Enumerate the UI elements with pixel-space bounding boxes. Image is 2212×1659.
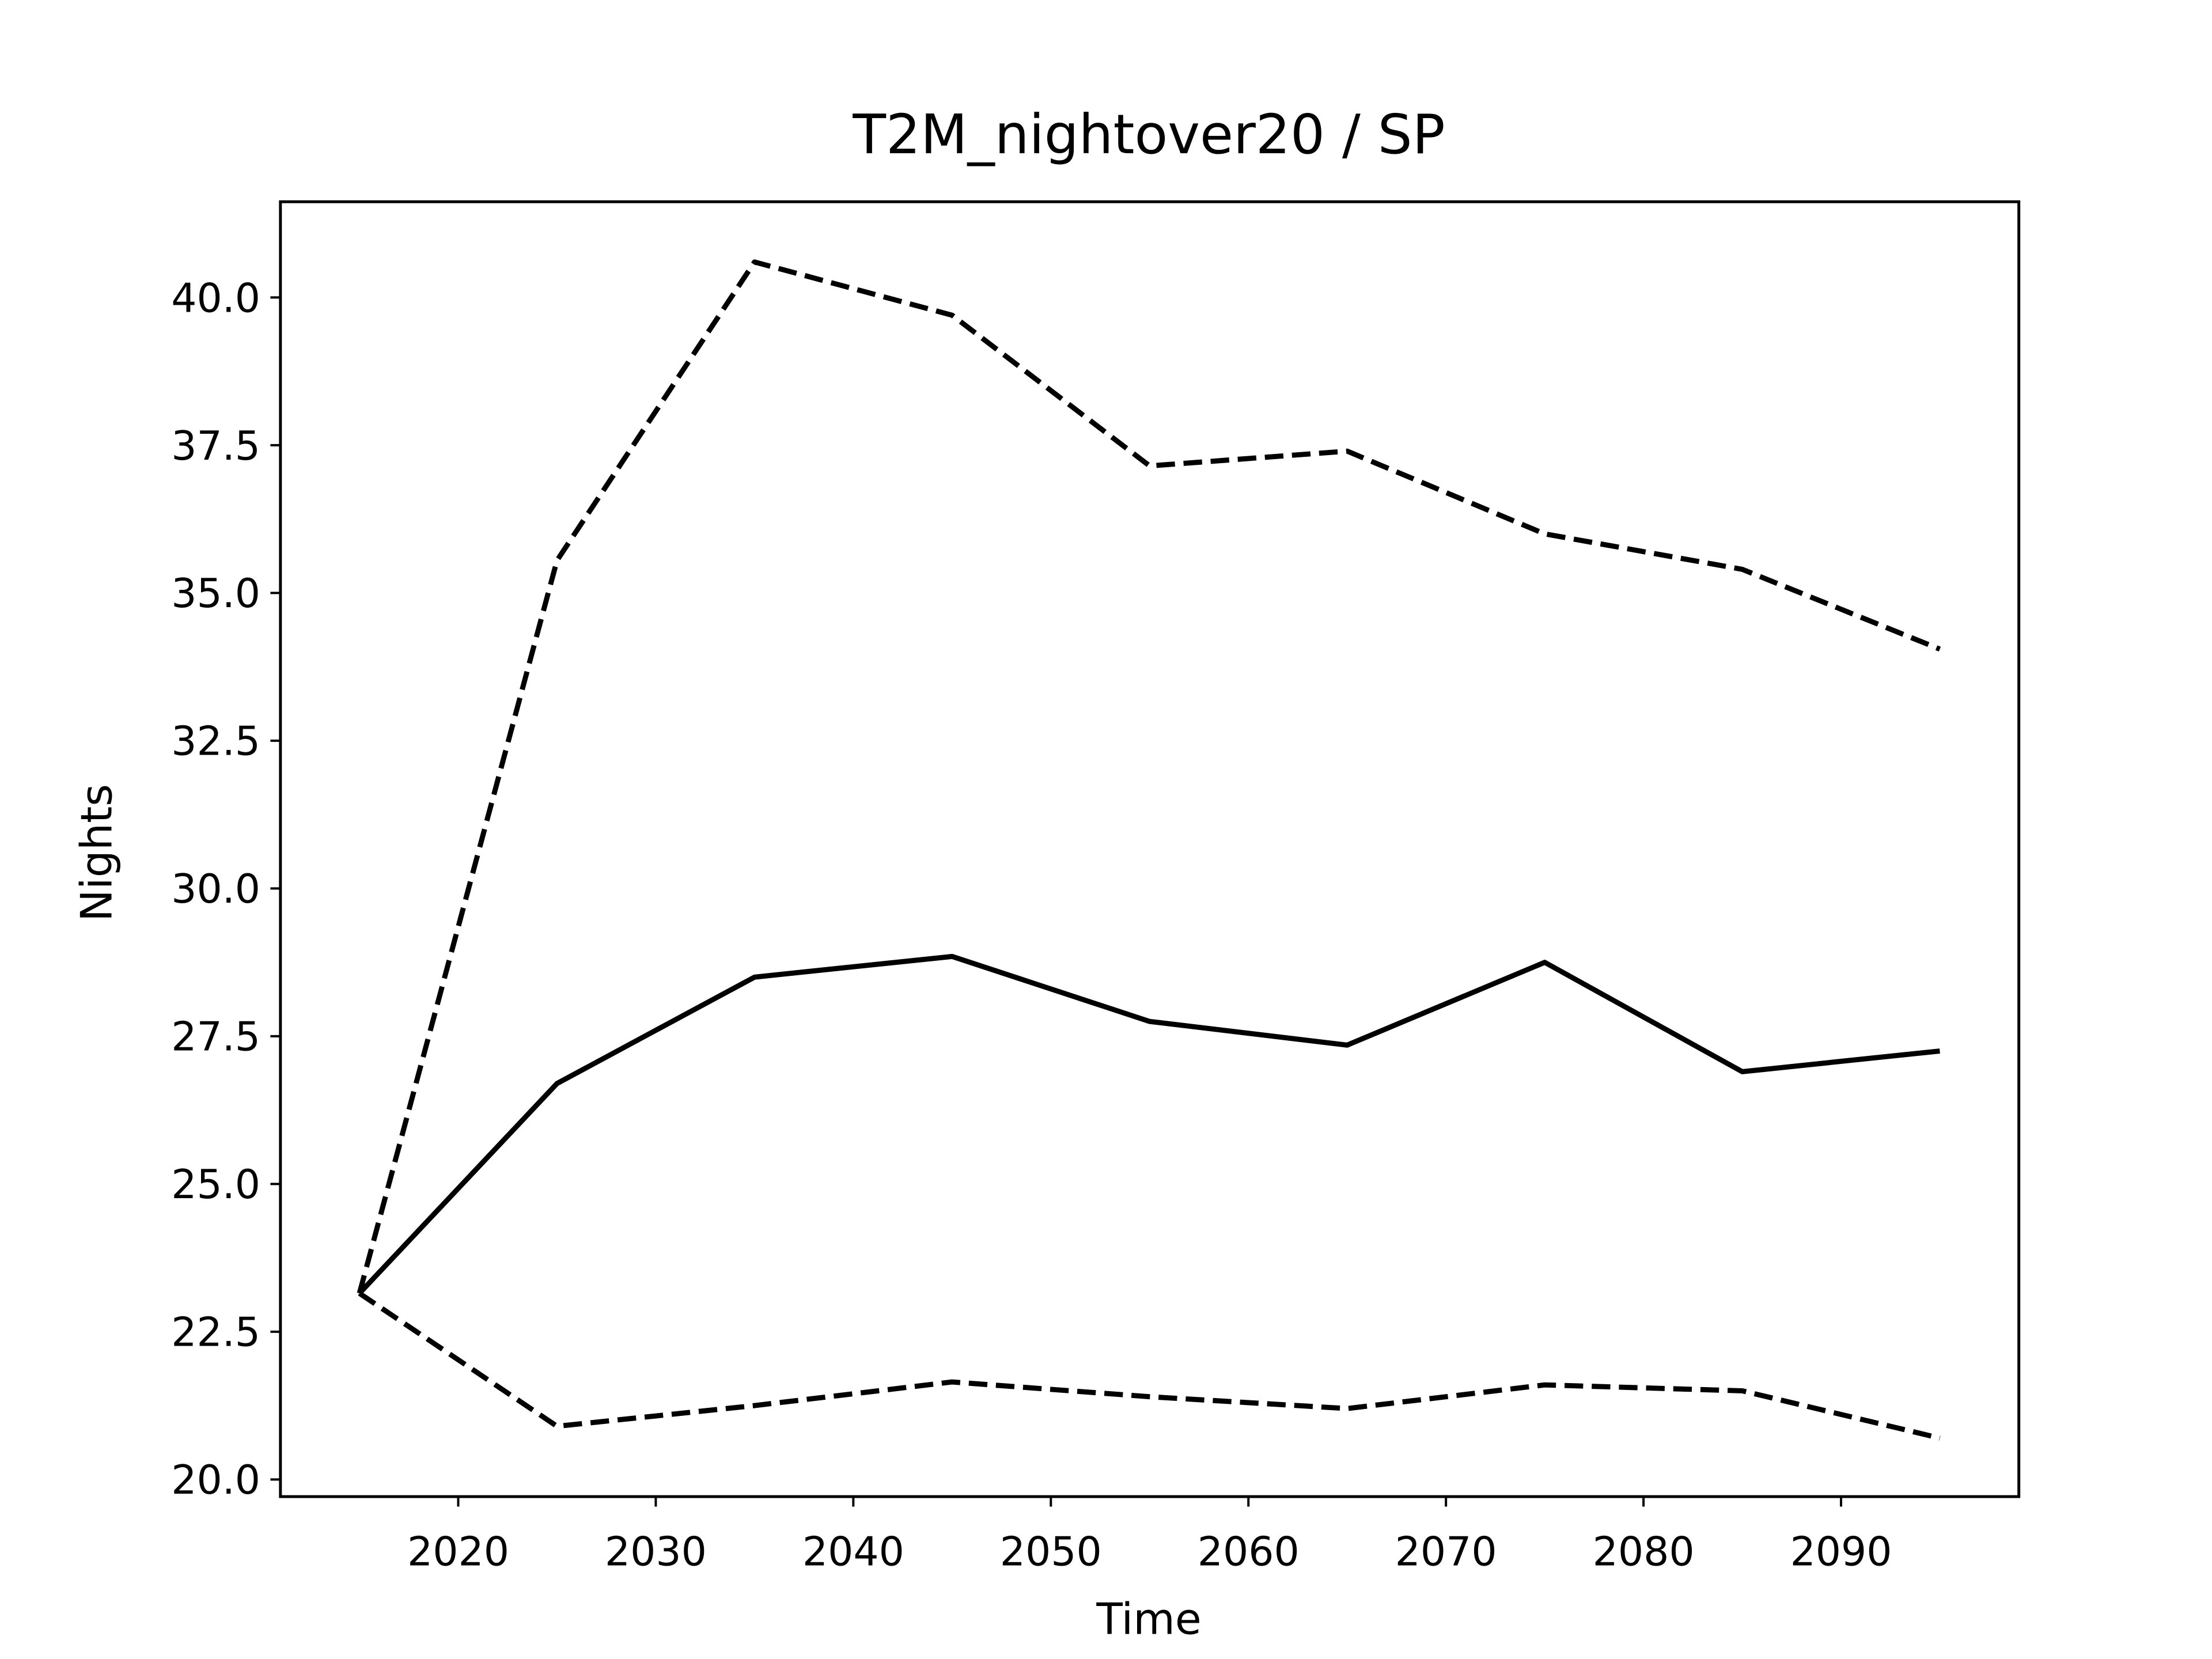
- x-tick-label: 2080: [1593, 1528, 1695, 1575]
- y-tick-label: 30.0: [171, 866, 260, 912]
- y-tick-label: 27.5: [171, 1014, 260, 1060]
- chart-title: T2M_nightover20 / SP: [852, 103, 1445, 166]
- x-tick-label: 2060: [1198, 1528, 1300, 1575]
- y-tick-label: 40.0: [171, 275, 260, 321]
- x-tick-label: 2090: [1790, 1528, 1892, 1575]
- y-tick-label: 22.5: [171, 1309, 260, 1356]
- x-tick-label: 2040: [802, 1528, 904, 1575]
- line-series: [357, 259, 1941, 1294]
- y-tick-label: 25.0: [171, 1161, 260, 1208]
- y-tick-label: 35.0: [171, 570, 260, 617]
- x-tick-label: 2020: [407, 1528, 509, 1575]
- x-axis-label: Time: [1096, 1594, 1201, 1645]
- y-tick-label: 37.5: [171, 423, 260, 469]
- x-tick-label: 2070: [1395, 1528, 1497, 1575]
- y-axis-label: Nights: [72, 784, 122, 922]
- x-tick-label: 2050: [1000, 1528, 1102, 1575]
- y-tick-label: 32.5: [171, 718, 260, 765]
- x-tick-label: 2030: [605, 1528, 707, 1575]
- plot-frame: [279, 200, 2021, 1498]
- line-series: [358, 1291, 1941, 1441]
- line-series: [357, 953, 1940, 1296]
- y-tick-label: 20.0: [171, 1457, 260, 1503]
